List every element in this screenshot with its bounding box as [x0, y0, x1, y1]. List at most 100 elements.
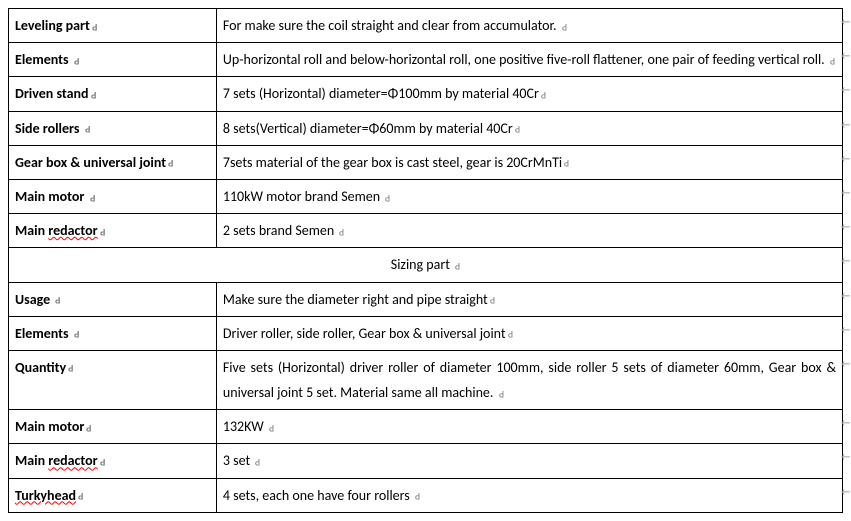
row-value-cell: Driver roller, side roller, Gear box & u… — [216, 316, 842, 350]
paragraph-mark: P — [455, 257, 460, 275]
paragraph-mark: P — [499, 385, 504, 403]
row-value-cell: 3 set P← — [216, 444, 842, 478]
row-label-cell: Leveling partP — [9, 9, 217, 43]
paragraph-mark: P — [90, 189, 95, 207]
row-value-text: Up-horizontal roll and below-horizontal … — [223, 51, 828, 68]
row-value-text: 132KW — [223, 418, 267, 435]
row-end-mark: ← — [841, 184, 850, 202]
section-header-text: Sizing part — [391, 256, 453, 273]
row-label-cell: Gear box & universal jointP — [9, 145, 217, 179]
spec-table: Leveling partPFor make sure the coil str… — [8, 8, 843, 513]
row-value-cell: 4 sets, each one have four rollers P← — [216, 478, 842, 512]
row-value-text: Driver roller, side roller, Gear box & u… — [223, 325, 506, 342]
row-value-text: 8 sets(Vertical) diameter=Φ60mm by mater… — [223, 120, 513, 137]
paragraph-mark: P — [562, 18, 567, 36]
row-end-mark: ← — [841, 321, 850, 339]
row-value-text: 2 sets brand Semen — [223, 222, 338, 239]
row-end-mark: ← — [841, 414, 850, 432]
row-value-cell: Up-horizontal roll and below-horizontal … — [216, 43, 842, 77]
table-row: Elements PUp-horizontal roll and below-h… — [9, 43, 843, 77]
row-label-text: Gear box & universal joint — [15, 154, 166, 171]
paragraph-mark: P — [100, 223, 105, 241]
row-value-cell: 132KW P← — [216, 410, 842, 444]
row-value-text: Five sets (Horizontal) driver roller of … — [223, 359, 836, 401]
row-value-cell: Five sets (Horizontal) driver roller of … — [216, 350, 842, 409]
paragraph-mark: P — [168, 154, 173, 172]
row-label-cell: Elements P — [9, 316, 217, 350]
row-value-text: 7sets material of the gear box is cast s… — [223, 154, 562, 171]
row-end-mark: ← — [841, 448, 850, 466]
row-label-cell: Main motor P — [9, 179, 217, 213]
row-end-mark: ← — [841, 81, 850, 99]
row-end-mark: ← — [841, 218, 850, 236]
row-label-text: Main redactor — [15, 452, 98, 469]
paragraph-mark: P — [490, 291, 495, 309]
row-value-cell: For make sure the coil straight and clea… — [216, 9, 842, 43]
row-label-cell: TurkyheadP — [9, 478, 217, 512]
paragraph-mark: P — [92, 18, 97, 36]
table-row: TurkyheadP4 sets, each one have four rol… — [9, 478, 843, 512]
spellcheck-squiggle: redactor — [48, 452, 97, 469]
row-label-cell: Elements P — [9, 43, 217, 77]
table-row: Main motorP132KW P← — [9, 410, 843, 444]
table-body: Leveling partPFor make sure the coil str… — [9, 9, 843, 513]
table-row: Driven standP7 sets (Horizontal) diamete… — [9, 77, 843, 111]
section-header-row: Sizing part P← — [9, 248, 843, 282]
row-label-cell: Main redactorP — [9, 214, 217, 248]
row-value-text: 4 sets, each one have four rollers — [223, 487, 413, 504]
row-label-cell: Driven standP — [9, 77, 217, 111]
paragraph-mark: P — [55, 291, 60, 309]
paragraph-mark: P — [78, 487, 83, 505]
row-end-mark: ← — [841, 47, 850, 65]
paragraph-mark: P — [564, 154, 569, 172]
paragraph-mark: P — [269, 419, 274, 437]
paragraph-mark: P — [85, 120, 90, 138]
paragraph-mark: P — [541, 86, 546, 104]
row-label-cell: Side rollers P — [9, 111, 217, 145]
row-label-text: Leveling part — [15, 17, 90, 34]
row-value-cell: 2 sets brand Semen P← — [216, 214, 842, 248]
row-value-cell: 7 sets (Horizontal) diameter=Φ100mm by m… — [216, 77, 842, 111]
table-row: Main redactor P3 set P← — [9, 444, 843, 478]
paragraph-mark: P — [830, 52, 835, 70]
row-label-cell: Main motorP — [9, 410, 217, 444]
row-value-cell: 110kW motor brand Semen P← — [216, 179, 842, 213]
row-label-cell: QuantityP — [9, 350, 217, 409]
row-value-text: 7 sets (Horizontal) diameter=Φ100mm by m… — [223, 85, 539, 102]
row-label-cell: Usage P — [9, 282, 217, 316]
row-label-text: Elements — [15, 51, 72, 68]
spellcheck-squiggle: Turkyhead — [15, 487, 76, 504]
row-label-text: Driven stand — [15, 85, 89, 102]
table-row: Elements PDriver roller, side roller, Ge… — [9, 316, 843, 350]
row-label-text: Usage — [15, 291, 53, 308]
row-label-text: Main motor — [15, 188, 88, 205]
row-label-text: Elements — [15, 325, 72, 342]
table-row: Usage PMake sure the diameter right and … — [9, 282, 843, 316]
row-label-text: Turkyhead — [15, 487, 76, 504]
table-row: Main motor P110kW motor brand Semen P← — [9, 179, 843, 213]
spellcheck-squiggle: redactor — [48, 222, 97, 239]
row-label-text: Quantity — [15, 359, 66, 376]
paragraph-mark: P — [74, 52, 79, 70]
paragraph-mark: P — [255, 453, 260, 471]
paragraph-mark: P — [74, 325, 79, 343]
row-end-mark: ← — [841, 355, 850, 373]
row-label-text: Main motor — [15, 418, 84, 435]
section-header-cell: Sizing part P← — [9, 248, 843, 282]
row-value-text: 3 set — [223, 452, 253, 469]
row-end-mark: ← — [841, 483, 850, 501]
table-row: Side rollers P 8 sets(Vertical) diameter=… — [9, 111, 843, 145]
paragraph-mark: P — [91, 86, 96, 104]
paragraph-mark: P — [508, 325, 513, 343]
row-label-text: Main redactor — [15, 222, 98, 239]
table-row: Leveling partPFor make sure the coil str… — [9, 9, 843, 43]
row-end-mark: ← — [841, 116, 850, 134]
paragraph-mark: P — [68, 359, 73, 377]
paragraph-mark: P — [86, 419, 91, 437]
row-end-mark: ← — [841, 13, 850, 31]
row-value-cell: Make sure the diameter right and pipe st… — [216, 282, 842, 316]
table-row: Gear box & universal jointP7sets materia… — [9, 145, 843, 179]
row-value-cell: 7sets material of the gear box is cast s… — [216, 145, 842, 179]
paragraph-mark: P — [415, 487, 420, 505]
row-end-mark: ← — [841, 150, 850, 168]
